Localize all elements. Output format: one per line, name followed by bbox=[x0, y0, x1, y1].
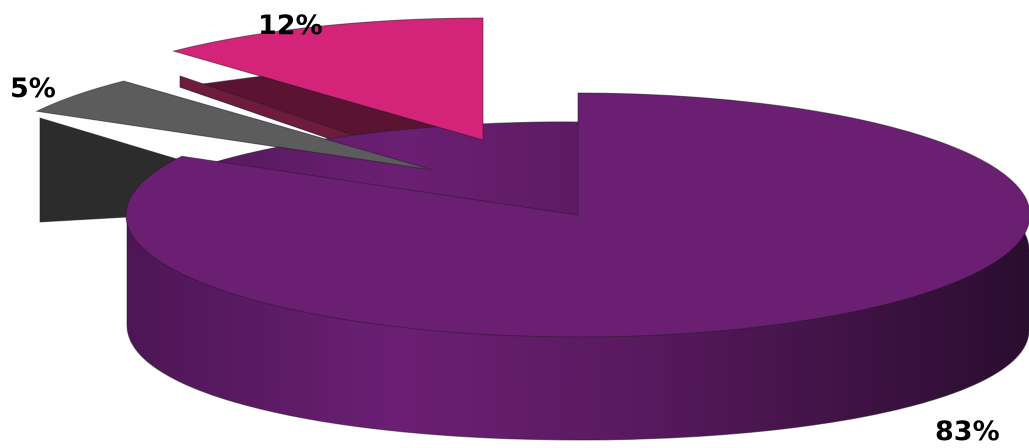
slice-1-data-label: 83% bbox=[935, 416, 1000, 447]
slice-2-data-label: 5% bbox=[10, 73, 56, 104]
slice-3-data-label: 12% bbox=[258, 10, 323, 41]
pie-slice-1 bbox=[125, 92, 1029, 338]
pie-slice-2 bbox=[35, 80, 434, 171]
pie-slice-3 bbox=[171, 17, 484, 141]
data-labels: 83% 5% 12% bbox=[10, 10, 1000, 447]
slice-tops bbox=[35, 17, 1029, 338]
